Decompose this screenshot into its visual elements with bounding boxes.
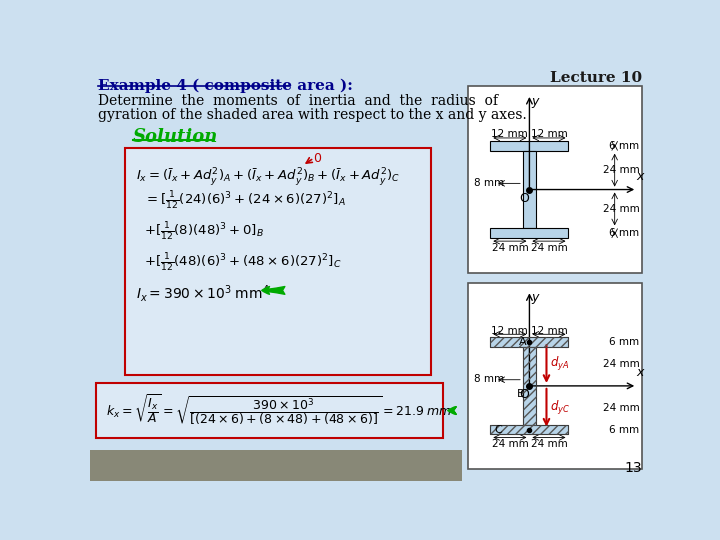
Text: Solution: Solution [132,128,218,146]
Text: Determine  the  moments  of  inertia  and  the  radius  of: Determine the moments of inertia and the… [98,94,498,108]
Text: 24 mm: 24 mm [492,439,528,449]
Text: 12 mm: 12 mm [491,130,528,139]
Bar [490,424,569,434]
Text: 8 mm: 8 mm [474,178,504,188]
Text: x: x [636,366,644,379]
Bar [468,86,642,273]
Text: gyration of the shaded area with respect to the x and y axes.: gyration of the shaded area with respect… [98,108,526,122]
Text: O: O [519,192,529,205]
Text: 24 mm: 24 mm [603,204,639,214]
Text: 24 mm: 24 mm [531,242,567,253]
Bar [523,347,536,424]
Text: y: y [532,95,539,108]
Text: B: B [517,389,524,399]
Text: $I_x = (\bar{I}_x + Ad_y^2)_A + (\bar{I}_x + Ad_y^2)_B + (\bar{I}_x + Ad_y^2)_C$: $I_x = (\bar{I}_x + Ad_y^2)_A + (\bar{I}… [137,166,401,188]
Text: 24 mm: 24 mm [603,165,639,175]
Text: 6 mm: 6 mm [609,424,639,435]
Text: $I_x = 390\times10^3 \; \mathrm{mm}^4$: $I_x = 390\times10^3 \; \mathrm{mm}^4$ [137,283,270,303]
Bar [96,383,444,438]
Bar [468,283,642,469]
Text: $d_{yC}$: $d_{yC}$ [549,399,570,417]
Text: x: x [636,170,644,183]
Text: 6 mm: 6 mm [609,141,639,151]
Text: 12 mm: 12 mm [491,326,528,336]
Text: 8 mm: 8 mm [474,374,504,384]
Text: 12 mm: 12 mm [531,130,568,139]
Text: 24 mm: 24 mm [531,439,567,449]
Text: 6 mm: 6 mm [609,228,639,238]
Bar [523,347,536,424]
Text: 12 mm: 12 mm [531,326,568,336]
Text: C: C [494,424,502,435]
Text: 24 mm: 24 mm [603,403,639,413]
Text: $+ [\frac{1}{12}(48)(6)^3 + (48\times 6)(27)^2]_C$: $+ [\frac{1}{12}(48)(6)^3 + (48\times 6)… [144,252,342,274]
Bar [490,141,569,151]
Text: y: y [532,291,539,304]
Text: 6 mm: 6 mm [609,338,639,347]
Text: 13: 13 [624,461,642,475]
Bar [490,424,569,434]
Text: 24 mm: 24 mm [492,242,528,253]
Bar [125,148,431,375]
Text: Example 4 ( composite area ):: Example 4 ( composite area ): [98,79,353,93]
Text: $+ [\frac{1}{12}(8)(48)^3 + 0]_B$: $+ [\frac{1}{12}(8)(48)^3 + 0]_B$ [144,221,264,243]
Text: $0$: $0$ [313,152,323,165]
Text: Lecture 10: Lecture 10 [549,71,642,85]
Text: $k_x = \sqrt{\dfrac{I_x}{A}} = \sqrt{\dfrac{390\times 10^3}{[(24\times 6)+(8\tim: $k_x = \sqrt{\dfrac{I_x}{A}} = \sqrt{\df… [106,393,451,428]
Text: 24 mm: 24 mm [603,359,639,369]
Bar [523,151,536,228]
Text: A: A [518,338,526,347]
Text: O: O [519,388,529,401]
Text: $d_{yA}$: $d_{yA}$ [549,355,569,373]
Bar [490,228,569,238]
Bar [90,450,462,481]
Bar [490,338,569,347]
Bar [490,338,569,347]
Text: $= [\frac{1}{12}(24)(6)^3 + (24\times 6)(27)^2]_A$: $= [\frac{1}{12}(24)(6)^3 + (24\times 6)… [144,190,346,212]
